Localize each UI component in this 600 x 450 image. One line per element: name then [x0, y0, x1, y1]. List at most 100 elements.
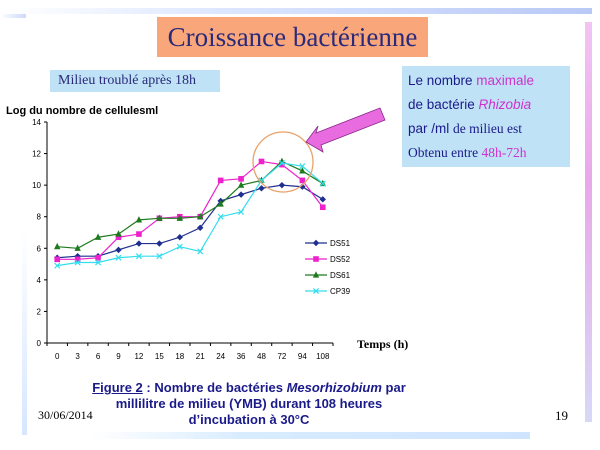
data-point — [299, 163, 306, 170]
data-point — [197, 248, 204, 255]
y-tick-label: 2 — [37, 307, 42, 316]
data-point — [95, 254, 101, 261]
data-point — [135, 216, 143, 223]
data-point — [176, 243, 183, 250]
x-tick-label: 9 — [116, 352, 121, 361]
data-point — [176, 214, 183, 221]
data-point — [136, 231, 142, 237]
data-point — [258, 185, 265, 192]
top-left-decor-bar — [0, 14, 26, 18]
data-point — [94, 233, 102, 240]
bottom-decor-bar — [90, 432, 530, 439]
data-point — [319, 196, 326, 203]
x-tick-label: 72 — [277, 352, 286, 361]
legend-item-ds61: DS61 — [305, 271, 351, 280]
caption-species: Mesorhizobium — [286, 380, 382, 395]
info-highlight: 48h-72h — [481, 145, 527, 160]
info-highlight: Rhizobia — [478, 97, 532, 112]
data-point — [258, 177, 265, 184]
legend-marker — [312, 239, 320, 247]
x-tick-label: 12 — [134, 352, 143, 361]
y-tick-label: 4 — [37, 276, 42, 285]
data-point — [74, 259, 81, 266]
data-point — [237, 181, 245, 188]
x-tick-label: 6 — [96, 352, 101, 361]
legend-item-ds52: DS52 — [305, 255, 351, 264]
data-point — [258, 158, 265, 165]
legend-label: DS52 — [330, 255, 351, 264]
caption-sep: : — [142, 380, 155, 395]
data-point — [319, 180, 326, 187]
data-point — [156, 253, 163, 260]
page-number: 19 — [555, 408, 568, 423]
data-point — [156, 240, 163, 247]
series-cp39 — [54, 160, 326, 269]
data-point — [299, 177, 306, 184]
data-point — [237, 191, 245, 198]
data-point — [135, 240, 143, 247]
data-point — [54, 262, 61, 269]
y-tick-label: 14 — [32, 118, 41, 127]
series-line — [57, 162, 324, 267]
data-point — [115, 246, 122, 254]
data-point — [238, 208, 245, 216]
info-text: de bactérie — [408, 97, 479, 112]
right-decor-bar — [585, 22, 592, 422]
legend-item-ds51: DS51 — [305, 239, 351, 248]
data-point — [115, 230, 122, 237]
y-tick-label: 0 — [37, 339, 42, 348]
legend-label: DS51 — [330, 239, 351, 248]
x-tick-label: 24 — [216, 352, 225, 361]
data-point — [156, 214, 163, 221]
data-point — [197, 224, 204, 231]
data-point — [95, 259, 102, 266]
x-tick-label: 108 — [316, 352, 330, 361]
x-tick-label: 18 — [175, 352, 184, 361]
series-line — [57, 160, 324, 249]
legend-marker — [312, 287, 320, 295]
info-line-1: Le nombre maximale — [408, 69, 564, 93]
series-line — [57, 184, 324, 259]
caption-line-2: millilitre de milieu (YMB) durant 108 he… — [115, 396, 383, 411]
data-point — [278, 181, 286, 189]
x-tick-label: 3 — [75, 352, 80, 361]
slide-title: Croissance bactérienne — [157, 17, 428, 57]
info-line-4: Obtenu entre 48h-72h — [408, 141, 564, 165]
series-ds61 — [54, 157, 326, 251]
data-point — [74, 256, 81, 263]
top-decor-bar — [8, 8, 592, 14]
data-point — [238, 176, 244, 182]
data-point — [135, 253, 142, 260]
caption-text: Nombre de bactéries — [154, 380, 287, 395]
data-point — [176, 234, 183, 241]
legend-marker — [313, 256, 319, 262]
data-point — [115, 254, 122, 261]
x-tick-label: 0 — [55, 352, 60, 361]
y-tick-label: 10 — [32, 181, 41, 190]
chart-series — [54, 157, 326, 269]
x-tick-label: 48 — [257, 352, 266, 361]
pointer-arrow-icon — [305, 107, 386, 153]
milieu-note: Milieu troublé après 18h — [50, 70, 220, 92]
data-point — [217, 200, 224, 207]
caption-figure-ref: Figure 2 — [92, 380, 143, 395]
data-point — [54, 256, 61, 263]
info-text: Le nombre — [408, 73, 477, 88]
legend-item-cp39: CP39 — [305, 287, 351, 296]
left-decor-bar — [22, 230, 27, 435]
y-tick-label: 8 — [37, 213, 42, 222]
slide-date: 30/06/2014 — [38, 408, 93, 422]
caption-text: par — [381, 380, 406, 395]
data-point — [299, 167, 306, 174]
chart-legend: DS51 DS52 DS61 CP39 — [305, 239, 351, 296]
info-text: de milieu est — [453, 121, 522, 136]
legend-label: DS61 — [330, 271, 351, 280]
info-line-2: de bactérie Rhizobia — [408, 93, 564, 117]
legend-label: CP39 — [330, 287, 351, 296]
info-highlight: maximale — [476, 73, 535, 88]
data-point — [279, 161, 285, 168]
figure-caption: Figure 2 : Nombre de bactéries Mesorhizo… — [56, 380, 442, 428]
info-box: Le nombre maximale de bactérie Rhizobia … — [402, 66, 570, 167]
